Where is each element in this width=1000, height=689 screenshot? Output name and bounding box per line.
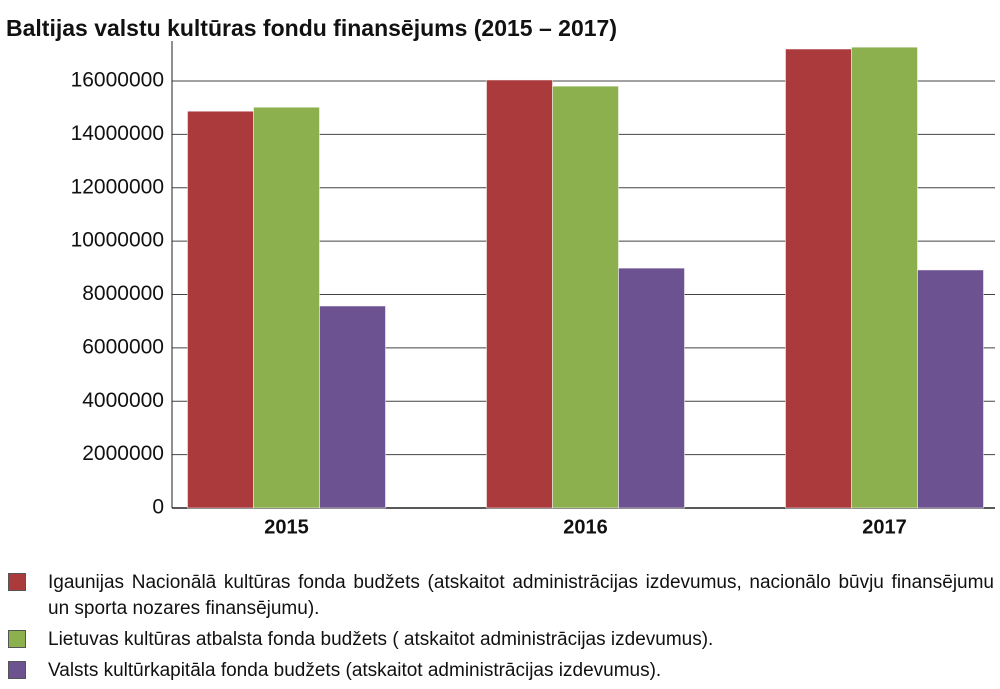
y-tick-label: 10000000 xyxy=(71,229,164,252)
legend-label: Valsts kultūrkapitāla fonda budžets (ats… xyxy=(48,660,662,681)
bar xyxy=(851,46,918,509)
legend: Igaunijas Nacionālā kultūras fonda budže… xyxy=(8,570,994,689)
y-tick-label: 6000000 xyxy=(82,335,164,358)
y-tick-label: 8000000 xyxy=(82,282,164,305)
chart-title: Baltijas valstu kultūras fondu finansēju… xyxy=(6,15,617,41)
legend-label: Lietuvas kultūras atbalsta fonda budžets… xyxy=(48,629,714,650)
y-tick-label: 12000000 xyxy=(71,175,164,198)
bar xyxy=(785,48,852,509)
y-tick-label: 2000000 xyxy=(82,442,164,465)
legend-swatch xyxy=(8,630,26,648)
chart: Baltijas valstu kultūras fondu finansēju… xyxy=(6,15,995,538)
legend-item: Lietuvas kultūras atbalsta fonda budžets… xyxy=(8,627,994,653)
legend-label: Igaunijas Nacionālā kultūras fonda budže… xyxy=(48,572,994,619)
legend-item: Valsts kultūrkapitāla fonda budžets (ats… xyxy=(8,658,994,684)
bar xyxy=(486,79,553,509)
legend-item: Igaunijas Nacionālā kultūras fonda budže… xyxy=(8,570,994,622)
x-tick-label: 2015 xyxy=(264,516,309,538)
y-tick-label: 0 xyxy=(152,496,164,519)
bar xyxy=(253,106,320,509)
x-tick-label: 2016 xyxy=(563,516,608,538)
bar xyxy=(917,269,984,509)
bar xyxy=(187,110,254,509)
x-tick-label: 2017 xyxy=(862,516,907,538)
legend-swatch xyxy=(8,661,26,679)
y-tick-label: 16000000 xyxy=(71,69,164,92)
y-tick-label: 14000000 xyxy=(71,122,164,145)
y-tick-label: 4000000 xyxy=(82,389,164,412)
bar xyxy=(618,267,685,509)
bar xyxy=(319,305,386,509)
legend-swatch xyxy=(8,573,26,591)
bar xyxy=(552,85,619,509)
